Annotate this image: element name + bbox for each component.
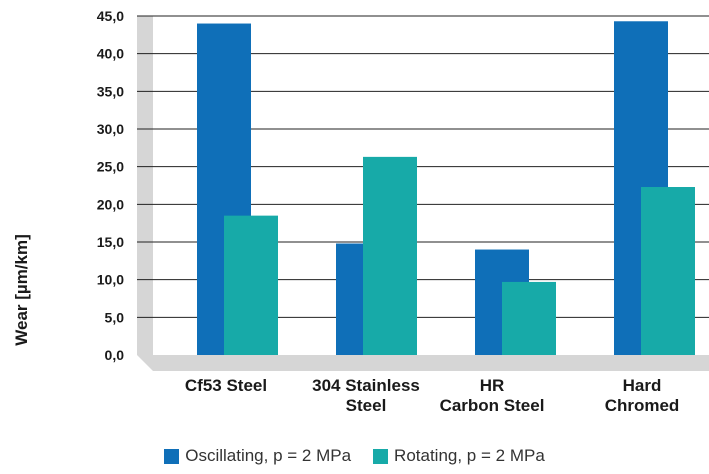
y-tick-label: 20,0 xyxy=(97,196,124,212)
y-tick-label: 0,0 xyxy=(105,347,125,363)
x-category-label: 304 Stainless xyxy=(312,376,420,395)
x-category-label: HR xyxy=(480,376,505,395)
y-axis-label: Wear [µm/km] xyxy=(12,234,31,346)
x-category-label: Steel xyxy=(346,396,387,415)
y-axis-ticks: 0,0 5,0 10,0 15,0 20,0 25,0 30,0 35,0 40,0 45,0 xyxy=(97,8,124,363)
x-category-label: Cf53 Steel xyxy=(185,376,267,395)
y-tick-label: 15,0 xyxy=(97,234,124,250)
legend-item: Oscillating, p = 2 MPa xyxy=(164,446,351,466)
legend-swatch xyxy=(164,448,180,464)
y-tick-label: 10,0 xyxy=(97,272,124,288)
bar-rotating-0 xyxy=(224,215,278,355)
y-tick-label: 5,0 xyxy=(105,309,125,325)
x-category-label: Hard xyxy=(623,376,662,395)
y-tick-label: 30,0 xyxy=(97,121,124,137)
bar-rotating-2 xyxy=(502,281,556,355)
legend-label: Oscillating, p = 2 MPa xyxy=(185,446,352,465)
legend-label: Rotating, p = 2 MPa xyxy=(394,446,545,465)
bars xyxy=(197,21,695,356)
x-category-label: Chromed xyxy=(605,396,680,415)
bar-rotating-1 xyxy=(363,156,417,355)
y-tick-label: 35,0 xyxy=(97,83,124,99)
y-tick-label: 45,0 xyxy=(97,8,124,24)
y-tick-label: 25,0 xyxy=(97,159,124,175)
y-tick-label: 40,0 xyxy=(97,46,124,62)
legend: Oscillating, p = 2 MPa Rotating, p = 2 MP… xyxy=(0,446,709,466)
side-wall xyxy=(137,16,153,355)
bar-rotating-3 xyxy=(641,187,695,355)
legend-item: Rotating, p = 2 MPa xyxy=(373,446,545,466)
floor xyxy=(137,355,709,371)
x-category-label: Carbon Steel xyxy=(440,396,545,415)
legend-swatch xyxy=(373,448,389,464)
